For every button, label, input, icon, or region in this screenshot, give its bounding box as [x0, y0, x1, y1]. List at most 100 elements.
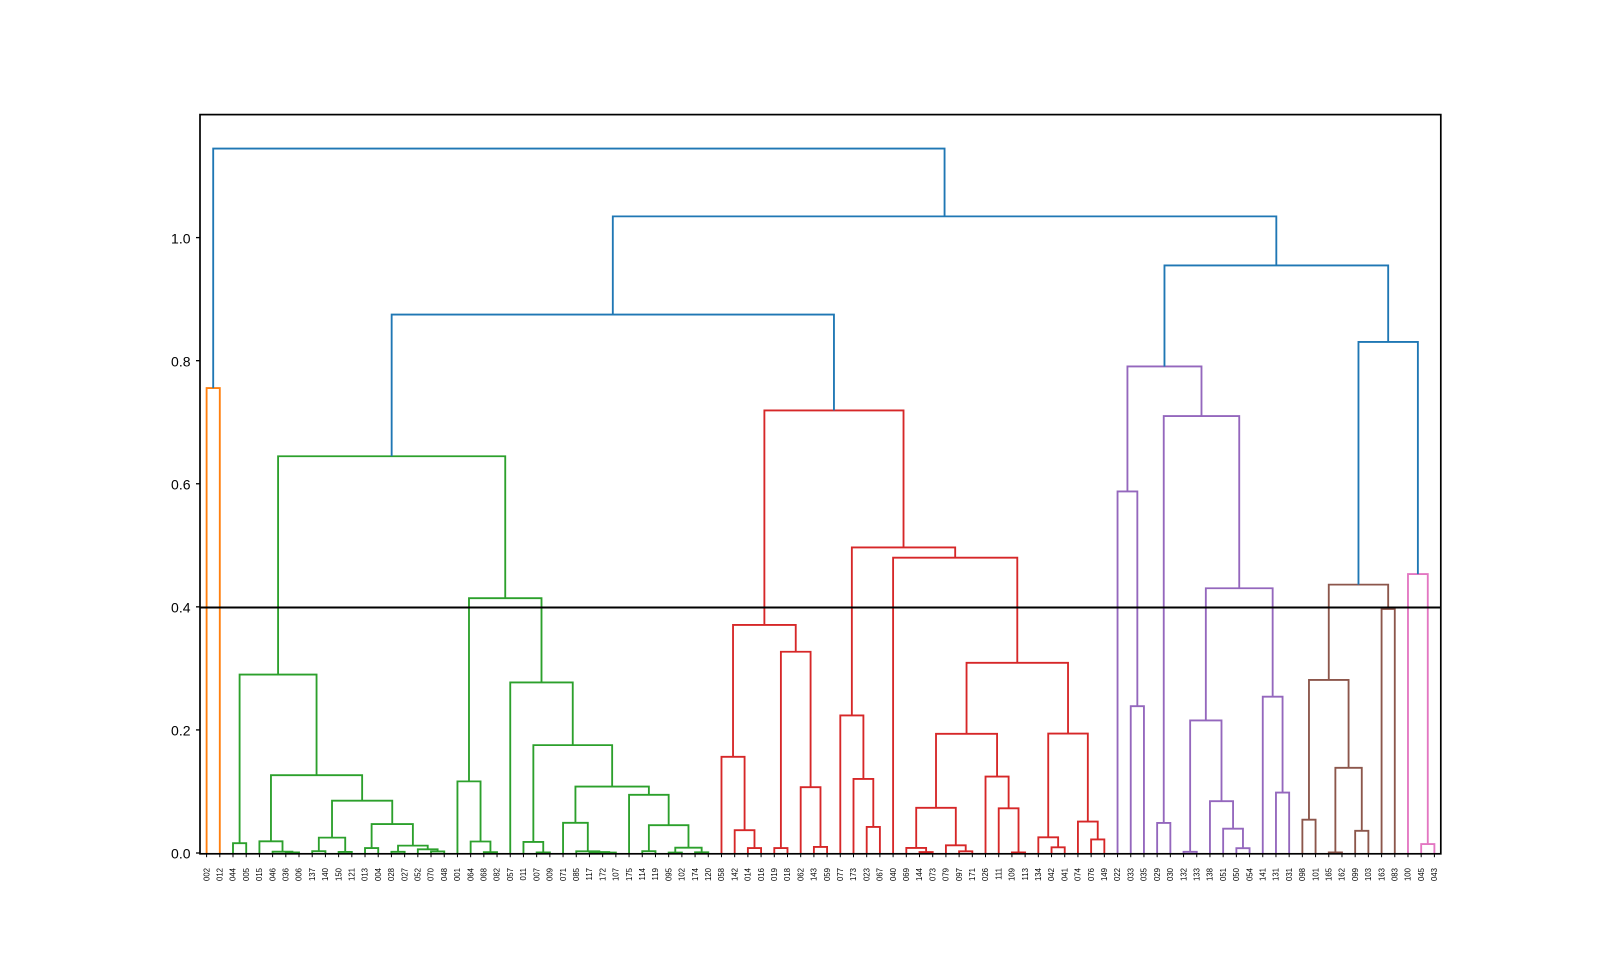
svg-text:062: 062: [796, 868, 805, 881]
svg-text:071: 071: [559, 868, 568, 881]
svg-text:074: 074: [1074, 867, 1083, 881]
svg-text:026: 026: [981, 868, 990, 881]
svg-text:100: 100: [1404, 867, 1413, 881]
svg-text:058: 058: [717, 868, 726, 881]
svg-text:077: 077: [836, 868, 845, 881]
svg-text:048: 048: [440, 868, 449, 881]
svg-text:173: 173: [849, 868, 858, 881]
svg-text:001: 001: [453, 868, 462, 881]
svg-text:050: 050: [1232, 867, 1241, 881]
svg-text:0.4: 0.4: [171, 600, 191, 616]
svg-text:005: 005: [242, 867, 251, 881]
svg-text:009: 009: [546, 868, 555, 881]
svg-text:142: 142: [730, 868, 739, 881]
svg-text:143: 143: [810, 868, 819, 881]
svg-text:098: 098: [1298, 868, 1307, 881]
svg-text:111: 111: [994, 868, 1003, 880]
svg-text:059: 059: [823, 868, 832, 881]
svg-text:029: 029: [1153, 868, 1162, 881]
svg-text:054: 054: [1245, 867, 1254, 881]
svg-text:171: 171: [968, 868, 977, 881]
svg-text:0.8: 0.8: [171, 353, 191, 369]
svg-text:162: 162: [1338, 868, 1347, 881]
svg-text:030: 030: [1166, 867, 1175, 881]
svg-text:097: 097: [955, 868, 964, 881]
svg-text:101: 101: [1311, 868, 1320, 881]
svg-text:137: 137: [308, 868, 317, 881]
svg-text:042: 042: [1047, 868, 1056, 881]
svg-text:133: 133: [1192, 868, 1201, 881]
svg-text:031: 031: [1285, 868, 1294, 881]
svg-text:117: 117: [585, 868, 594, 880]
svg-text:102: 102: [678, 868, 687, 881]
svg-text:132: 132: [1179, 868, 1188, 881]
svg-text:121: 121: [348, 868, 357, 881]
svg-text:134: 134: [1034, 867, 1043, 881]
svg-text:175: 175: [625, 867, 634, 881]
svg-text:019: 019: [770, 868, 779, 881]
svg-text:052: 052: [414, 868, 423, 881]
svg-text:174: 174: [691, 867, 700, 881]
svg-text:022: 022: [1113, 868, 1122, 881]
svg-text:046: 046: [268, 868, 277, 881]
svg-text:109: 109: [1008, 868, 1017, 881]
svg-text:114: 114: [638, 867, 647, 880]
svg-text:140: 140: [321, 867, 330, 881]
svg-text:069: 069: [902, 868, 911, 881]
svg-text:099: 099: [1351, 868, 1360, 881]
svg-text:040: 040: [889, 867, 898, 881]
svg-text:012: 012: [216, 868, 225, 881]
svg-text:141: 141: [1258, 868, 1267, 881]
svg-text:103: 103: [1364, 868, 1373, 881]
svg-text:051: 051: [1219, 868, 1228, 881]
svg-text:041: 041: [1060, 868, 1069, 881]
svg-text:082: 082: [493, 868, 502, 881]
svg-text:015: 015: [255, 867, 264, 881]
svg-text:064: 064: [466, 867, 475, 881]
svg-text:070: 070: [427, 867, 436, 881]
svg-text:043: 043: [1430, 868, 1439, 881]
svg-text:085: 085: [572, 867, 581, 881]
svg-text:004: 004: [374, 867, 383, 881]
svg-text:027: 027: [400, 868, 409, 881]
svg-text:138: 138: [1206, 868, 1215, 881]
svg-text:165: 165: [1324, 867, 1333, 881]
svg-text:0.2: 0.2: [171, 723, 191, 739]
svg-text:016: 016: [757, 868, 766, 881]
svg-text:044: 044: [229, 867, 238, 881]
svg-text:131: 131: [1272, 868, 1281, 881]
svg-text:073: 073: [928, 868, 937, 881]
svg-text:172: 172: [598, 868, 607, 881]
svg-text:045: 045: [1417, 867, 1426, 881]
svg-text:107: 107: [612, 868, 621, 881]
svg-text:119: 119: [651, 868, 660, 880]
svg-text:033: 033: [1126, 868, 1135, 881]
svg-text:013: 013: [361, 868, 370, 881]
svg-text:150: 150: [334, 867, 343, 881]
svg-text:144: 144: [915, 867, 924, 881]
svg-text:028: 028: [387, 868, 396, 881]
svg-text:0.6: 0.6: [171, 476, 191, 492]
svg-text:083: 083: [1390, 868, 1399, 881]
svg-text:067: 067: [876, 868, 885, 881]
svg-text:095: 095: [664, 867, 673, 881]
svg-text:002: 002: [202, 868, 211, 881]
svg-text:113: 113: [1021, 868, 1030, 880]
svg-text:018: 018: [783, 868, 792, 881]
svg-text:149: 149: [1100, 868, 1109, 881]
svg-text:006: 006: [295, 868, 304, 881]
svg-text:163: 163: [1377, 868, 1386, 881]
svg-text:035: 035: [1140, 867, 1149, 881]
svg-text:057: 057: [506, 868, 515, 881]
svg-text:036: 036: [282, 868, 291, 881]
svg-text:120: 120: [704, 867, 713, 881]
svg-text:076: 076: [1087, 868, 1096, 881]
svg-text:014: 014: [744, 867, 753, 881]
svg-text:079: 079: [942, 868, 951, 881]
svg-text:0.0: 0.0: [171, 846, 191, 862]
svg-text:007: 007: [532, 868, 541, 881]
svg-text:011: 011: [519, 868, 528, 880]
svg-text:068: 068: [480, 868, 489, 881]
svg-text:1.0: 1.0: [171, 230, 191, 246]
svg-text:023: 023: [862, 868, 871, 881]
